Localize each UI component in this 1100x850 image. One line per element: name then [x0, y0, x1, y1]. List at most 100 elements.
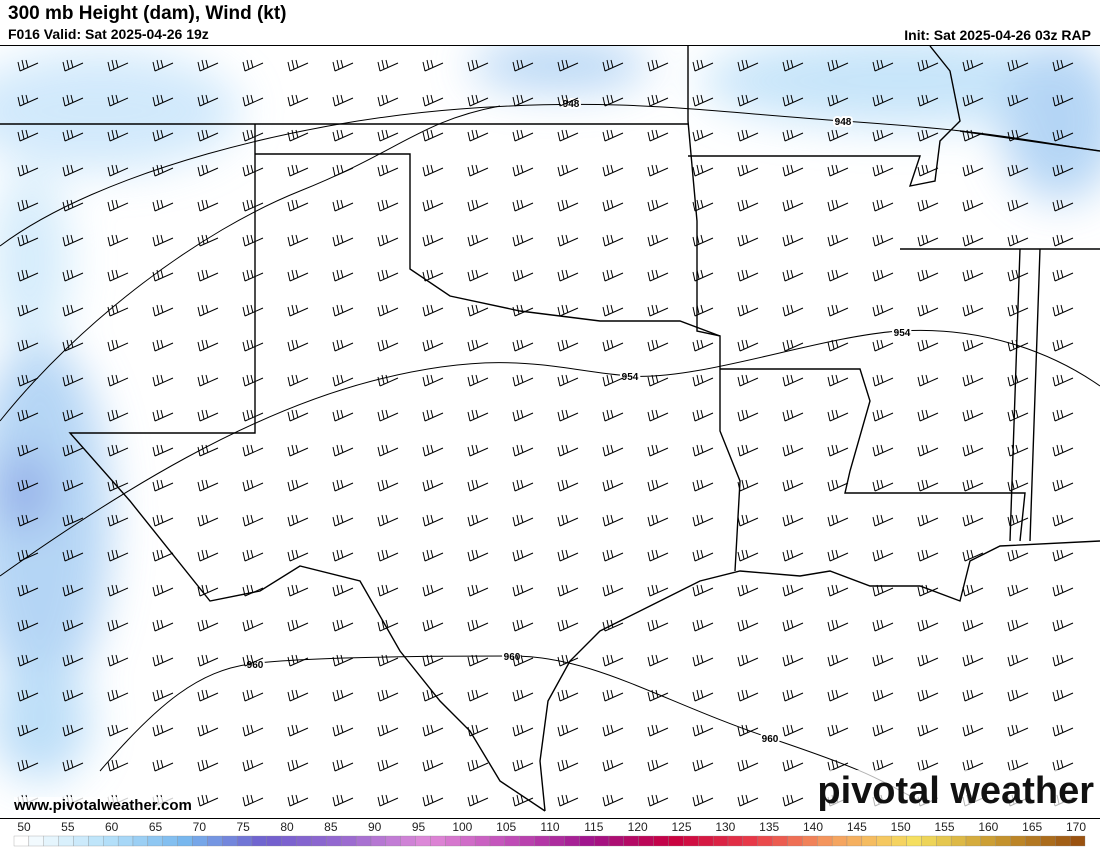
wind-barb	[1007, 549, 1029, 562]
wind-barb	[197, 619, 219, 632]
colorbar-tick-label: 95	[412, 820, 426, 834]
wind-barb	[422, 514, 444, 527]
wind-barb	[647, 444, 669, 457]
wind-barb	[917, 304, 939, 317]
wind-barb	[647, 724, 669, 737]
wind-barb	[647, 584, 669, 597]
wind-barb	[512, 59, 534, 72]
wind-barb	[242, 619, 264, 632]
wind-barb	[692, 234, 714, 247]
colorbar-cell	[1069, 835, 1086, 847]
wind-barb	[737, 234, 759, 247]
colorbar-cell	[103, 835, 119, 847]
wind-barb	[737, 374, 759, 387]
wind-barb	[467, 724, 489, 737]
wind-barb	[422, 94, 444, 107]
wind-barb	[422, 724, 444, 737]
wind-barb	[827, 549, 849, 562]
wind-barb	[692, 374, 714, 387]
wind-barb	[152, 409, 174, 422]
wind-barb	[62, 514, 84, 527]
colorbar-tick-label: 170	[1066, 820, 1086, 834]
wind-barb	[692, 514, 714, 527]
wind-barb	[1052, 584, 1074, 597]
wind-barb	[827, 689, 849, 702]
colorbar-cell	[712, 835, 729, 847]
wind-barb	[107, 129, 129, 142]
wind-barb	[287, 654, 309, 667]
wind-barb	[782, 164, 804, 177]
wind-barb	[602, 619, 624, 632]
wind-barb	[782, 584, 804, 597]
wind-barb	[107, 374, 129, 387]
wind-barb	[17, 304, 39, 317]
wind-barb	[287, 339, 309, 352]
wind-barb	[17, 479, 39, 492]
wind-barb	[917, 409, 939, 422]
wind-barb	[602, 549, 624, 562]
wind-barb	[17, 409, 39, 422]
wind-barb	[647, 234, 669, 247]
wind-barb	[782, 794, 804, 807]
wind-barb	[737, 759, 759, 772]
wind-barb	[332, 514, 354, 527]
wind-barb	[332, 584, 354, 597]
wind-barb	[872, 689, 894, 702]
wind-barb	[377, 759, 399, 772]
wind-barb	[647, 59, 669, 72]
wind-barb	[512, 479, 534, 492]
wind-barb	[557, 514, 579, 527]
colorbar-cell	[772, 835, 788, 847]
wind-barb	[422, 164, 444, 177]
wind-barb	[827, 759, 849, 772]
contour-label: 960	[504, 652, 521, 663]
wind-barb	[242, 409, 264, 422]
wind-barb	[602, 94, 624, 107]
wind-barb	[647, 549, 669, 562]
wind-barb	[287, 269, 309, 282]
wind-barb	[1007, 374, 1029, 387]
wind-barb	[197, 94, 219, 107]
wind-barb	[422, 234, 444, 247]
colorbar-cell	[564, 835, 580, 847]
wind-barb	[827, 374, 849, 387]
wind-barb	[287, 94, 309, 107]
wind-barb	[107, 759, 129, 772]
colorbar-cell	[430, 835, 446, 847]
wind-barb	[332, 199, 354, 212]
wind-barb	[287, 164, 309, 177]
wind-barb	[62, 164, 84, 177]
wind-barb	[917, 199, 939, 212]
wind-barb	[242, 339, 264, 352]
wind-barb	[1052, 59, 1074, 72]
wind-barb	[467, 94, 489, 107]
contour-label: 954	[894, 328, 911, 339]
colorbar-tick-label: 120	[628, 820, 648, 834]
colorbar-cell	[73, 835, 89, 847]
wind-barb	[1052, 724, 1074, 737]
wind-barb	[242, 724, 264, 737]
wind-barb	[512, 269, 534, 282]
wind-barb	[467, 689, 489, 702]
colorbar-cell	[326, 835, 342, 847]
wind-barb	[647, 269, 669, 282]
wind-barb	[332, 269, 354, 282]
colorbar-tick-label: 50	[17, 820, 31, 834]
wind-barb	[467, 584, 489, 597]
wind-barb	[917, 619, 939, 632]
wind-barb	[422, 619, 444, 632]
wind-barb	[422, 654, 444, 667]
wind-barb	[242, 94, 264, 107]
wind-barb	[422, 199, 444, 212]
wind-barb	[287, 59, 309, 72]
wind-barb	[602, 199, 624, 212]
wind-barb	[1007, 409, 1029, 422]
wind-barb	[17, 164, 39, 177]
colorbar-cell	[147, 835, 163, 847]
wind-barb	[1007, 164, 1029, 177]
wind-barb	[647, 409, 669, 422]
wind-barb	[1007, 339, 1029, 352]
wind-barb	[62, 444, 84, 457]
colorbar-tick-label: 150	[891, 820, 911, 834]
wind-barb	[377, 479, 399, 492]
